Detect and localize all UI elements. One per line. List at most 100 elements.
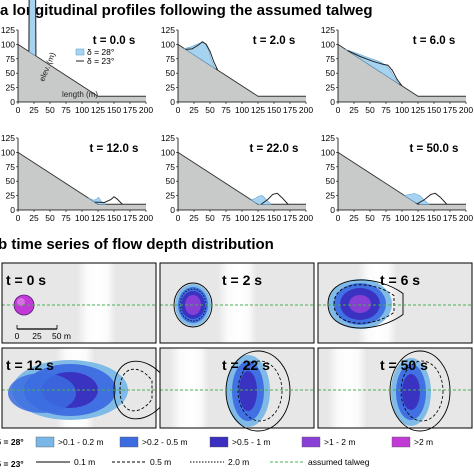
x-tick-label: 175 [123, 213, 137, 223]
legend-line-label: 0.5 m [150, 457, 171, 467]
contour-0-1m-23deg [225, 350, 291, 432]
contour-0-5m-23deg [237, 360, 283, 422]
terrain-fill [178, 152, 306, 210]
x-tick-label: 175 [443, 105, 457, 115]
scale-bar-label: 0 [15, 331, 20, 341]
y-tick-label: 0 [330, 205, 335, 215]
legend-row-label-28deg: δ = 28° [0, 437, 24, 447]
y-tick-label: 125 [1, 25, 15, 35]
profile-panel-title: t = 50.0 s [410, 143, 459, 155]
flow-depth-zone [349, 295, 371, 313]
y-tick-label: 0 [170, 205, 175, 215]
map-light-band [170, 348, 210, 428]
profile-panel-title: t = 22.0 s [250, 143, 299, 155]
x-tick-label: 50 [365, 213, 375, 223]
x-tick-label: 125 [91, 105, 105, 115]
flow-profile-28deg [345, 49, 400, 85]
flow-profile-23deg [260, 192, 289, 205]
y-tick-label: 50 [166, 176, 176, 186]
flow-profile-28deg [250, 195, 272, 205]
y-tick-label: 0 [10, 97, 15, 107]
y-tick-label: 50 [6, 68, 16, 78]
y-tick-label: 75 [6, 162, 16, 172]
map-panel-title: t = 6 s [380, 272, 420, 288]
x-tick-label: 100 [235, 105, 249, 115]
terrain-fill [338, 44, 466, 102]
legend-label-28deg: δ = 28° [87, 47, 114, 57]
y-tick-label: 125 [161, 133, 175, 143]
scale-bar: 0 25 50 m [15, 325, 71, 341]
map-light-band [328, 348, 368, 428]
map-panel: t = 2 s [159, 262, 315, 344]
map-panel: t = 50 s [317, 347, 473, 432]
x-tick-label: 100 [235, 213, 249, 223]
x-tick-label: 150 [107, 213, 121, 223]
x-tick-label: 25 [189, 213, 199, 223]
section-b-title: b time series of flow depth distribution [0, 236, 274, 253]
y-tick-label: 75 [6, 54, 16, 64]
legend-line-label: assumed talweg [308, 457, 370, 467]
y-tick-label: 125 [161, 25, 175, 35]
x-tick-label: 75 [61, 213, 71, 223]
y-tick-label: 25 [326, 83, 336, 93]
x-tick-label: 50 [45, 105, 55, 115]
flow-profile-23deg [28, 0, 37, 57]
terrain-fill [18, 152, 146, 210]
map-panel-title: t = 12 s [6, 357, 54, 373]
y-tick-label: 75 [166, 54, 176, 64]
y-tick-label: 25 [166, 83, 176, 93]
map-frame [317, 262, 473, 344]
x-tick-label: 125 [91, 213, 105, 223]
legend-line-label: 0.1 m [74, 457, 95, 467]
x-tick-label: 150 [427, 105, 441, 115]
contour-0-5m-23deg [333, 284, 395, 324]
legend-row-label-23deg: δ = 23° [0, 459, 24, 469]
legend-label-flow-depth: >2 m [414, 437, 433, 447]
map-light-band [218, 263, 258, 343]
profile-panel-title: t = 0.0 s [93, 35, 136, 47]
x-tick-label: 75 [381, 213, 391, 223]
x-tick-label: 25 [29, 105, 39, 115]
flow-profile-23deg [185, 41, 219, 71]
contour-0-1m-23deg [327, 279, 404, 329]
y-tick-label: 25 [166, 191, 176, 201]
x-tick-label: 0 [176, 105, 181, 115]
profile-panel-title: t = 12.0 s [90, 143, 139, 155]
x-tick-label: 175 [283, 213, 297, 223]
y-tick-label: 100 [1, 39, 15, 49]
x-tick-label: 25 [29, 213, 39, 223]
x-tick-label: 25 [349, 213, 359, 223]
x-tick-label: 0 [336, 213, 341, 223]
flow-profile-23deg [94, 196, 123, 205]
map-panel-title: t = 50 s [380, 357, 428, 373]
x-tick-label: 75 [221, 105, 231, 115]
maps-panel-group: 0 25 50 m t = 0 s t = 2 s t = 6 s t = 12 s t = … [1, 262, 473, 432]
legend-swatch-flow-depth [35, 436, 55, 448]
y-tick-label: 75 [326, 54, 336, 64]
flow-release-highlight [17, 298, 25, 306]
map-frame [317, 347, 473, 429]
x-tick-label: 75 [221, 213, 231, 223]
x-tick-label: 0 [336, 105, 341, 115]
y-tick-label: 50 [6, 176, 16, 186]
x-tick-label: 25 [349, 105, 359, 115]
x-tick-label: 50 [45, 213, 55, 223]
map-frame [1, 262, 157, 344]
x-axis-label: length (m) [62, 90, 98, 99]
contour-0-1m-23deg [389, 350, 451, 432]
flow-depth-zone [239, 371, 257, 411]
y-tick-label: 50 [326, 176, 336, 186]
x-tick-label: 125 [251, 213, 265, 223]
x-tick-label: 150 [107, 105, 121, 115]
x-tick-label: 200 [299, 105, 313, 115]
flow-profile-23deg [347, 50, 403, 87]
map-frame [159, 262, 315, 344]
legend-label-flow-depth: >0.2 - 0.5 m [142, 437, 188, 447]
x-tick-label: 0 [16, 213, 21, 223]
flow-profile-23deg [417, 192, 448, 205]
